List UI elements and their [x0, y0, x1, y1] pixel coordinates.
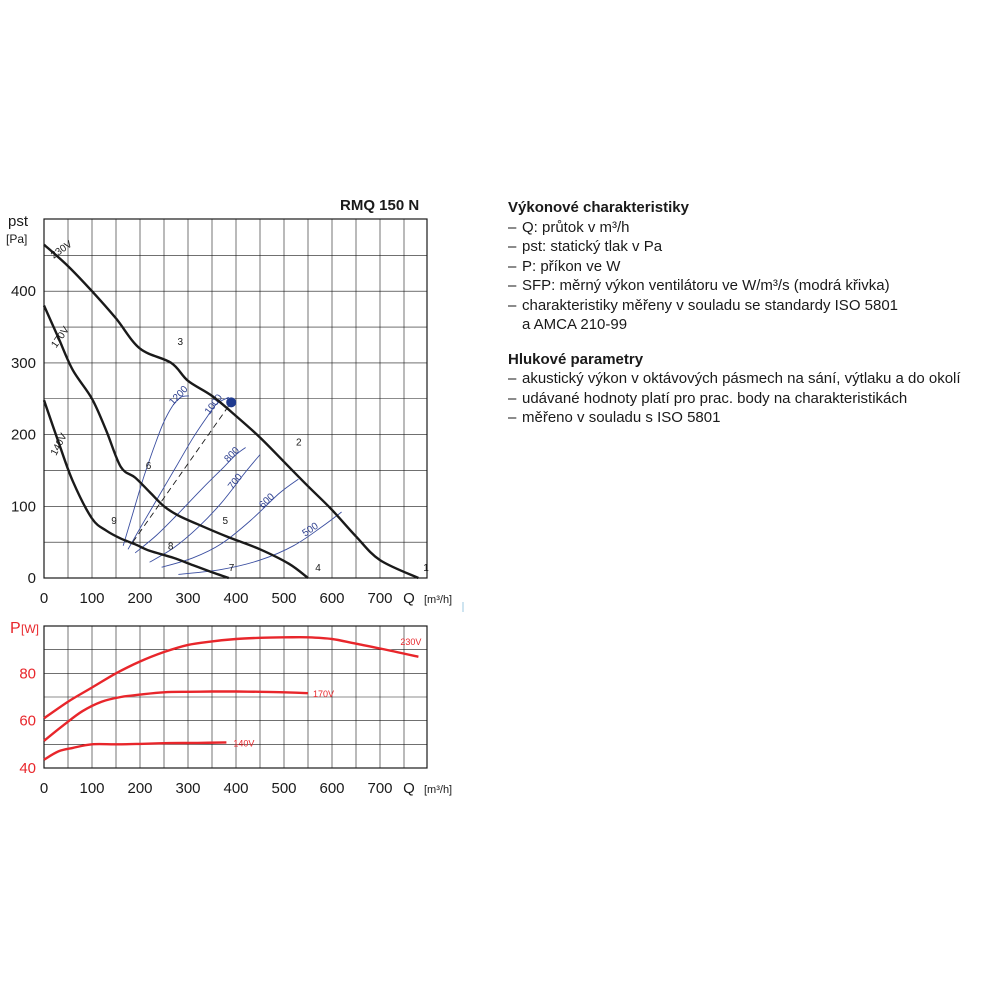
- x-axis-unit: [m³/h]: [424, 594, 452, 606]
- noise-legend: Hlukové parametry – akustický výkon v okt…: [508, 350, 988, 428]
- power-curve-140v: [43, 741, 227, 761]
- power-curve-170v: [43, 690, 309, 742]
- pressure-chart: 0 100 200 300 400 500 600 700 0 100 200 300 400 Q [m³/…: [6, 213, 452, 607]
- legend-item: – měřeno v souladu s ISO 5801: [508, 409, 721, 426]
- sfp-curve: [149, 454, 261, 563]
- x-tick-label: 700: [367, 780, 392, 797]
- x-tick-label: 400: [223, 780, 248, 797]
- sfp-label: 500: [301, 521, 321, 540]
- fan-curve-170v: [42, 305, 309, 579]
- fan-curve-230v: [43, 243, 419, 580]
- sfp-curve: [127, 396, 230, 550]
- x-tick-label: 600: [319, 590, 344, 607]
- power-curve-label: 170V: [313, 689, 334, 699]
- legend-item-continuation: a AMCA 210-99: [508, 315, 988, 335]
- y-tick-label: 400: [11, 283, 36, 300]
- x-tick-label: 100: [79, 780, 104, 797]
- operating-point-guide: [132, 402, 232, 543]
- legend-item: – Q: průtok v m³/h: [508, 218, 630, 236]
- sfp-curve: [161, 478, 299, 568]
- performance-legend-list: – Q: průtok v m³/h – pst: statický tlak v …: [508, 218, 988, 335]
- x-tick-label: 700: [367, 590, 392, 607]
- point-label: 8: [168, 541, 174, 552]
- legend-item: – SFP: měrný výkon ventilátoru ve W/m³/s …: [508, 277, 890, 294]
- legend-panel: Výkonové charakteristiky – Q: průtok v m³…: [508, 198, 988, 443]
- x-tick-label: 100: [79, 590, 104, 607]
- legend-item-text: a AMCA 210-99: [522, 316, 628, 333]
- fan-curve-label: 230V: [49, 239, 75, 262]
- point-label: 5: [223, 516, 229, 527]
- x-tick-label: 300: [175, 780, 200, 797]
- legend-item-text: Q: průtok v m³/h: [522, 218, 630, 236]
- power-curve-230v: [43, 636, 419, 720]
- noise-legend-title: Hlukové parametry: [508, 350, 644, 368]
- legend-item: – pst: statický tlak v Pa: [508, 238, 663, 255]
- performance-legend: Výkonové charakteristiky – Q: průtok v m³…: [508, 198, 988, 335]
- plot-frame: [43, 625, 428, 769]
- y-tick-label: 60: [19, 713, 36, 730]
- y-axis-unit: [W]: [21, 622, 39, 636]
- fan-curve-label: 170V: [49, 325, 72, 351]
- x-tick-label: 0: [40, 590, 48, 607]
- x-tick-label: 200: [127, 590, 152, 607]
- y-axis-label: pst: [8, 213, 29, 230]
- x-tick-label: 600: [319, 780, 344, 797]
- legend-item: – udávané hodnoty platí pro prac. body na…: [508, 389, 908, 407]
- x-tick-label: 500: [271, 590, 296, 607]
- sfp-label: 800: [222, 445, 242, 465]
- x-tick-label: 300: [175, 590, 200, 607]
- point-label: 3: [177, 337, 183, 348]
- point-label: 9: [111, 516, 117, 527]
- power-curve-label: 140V: [233, 738, 254, 748]
- x-axis-unit: [m³/h]: [424, 784, 452, 796]
- power-curve-label: 230V: [400, 637, 421, 647]
- y-tick-label: 200: [11, 427, 36, 444]
- legend-item-text: akustický výkon v oktávových pásmech na …: [522, 370, 961, 387]
- y-tick-label: 40: [19, 760, 36, 777]
- point-label: 4: [315, 563, 321, 574]
- x-axis-label: Q: [403, 780, 415, 797]
- point-label: 1: [423, 563, 429, 574]
- legend-item-text: charakteristiky měřeny v souladu se stan…: [522, 296, 899, 314]
- x-tick-label: 200: [127, 780, 152, 797]
- y-tick-label: 80: [19, 665, 36, 682]
- point-label: 2: [296, 437, 302, 448]
- legend-item: – P: příkon ve W: [508, 257, 621, 275]
- legend-item-text: P: příkon ve W: [522, 257, 621, 275]
- legend-item-text: pst: statický tlak v Pa: [522, 238, 663, 255]
- fan-curve-140v: [42, 399, 230, 580]
- y-axis-unit: [Pa]: [6, 232, 27, 246]
- legend-item-text: SFP: měrný výkon ventilátoru ve W/m³/s (…: [522, 277, 890, 294]
- plot-frame: [43, 218, 428, 579]
- x-axis-label: Q: [403, 590, 415, 607]
- power-chart: 0 100 200 300 400 500 600 700 40 60 80 Q [m³/h] P [W] 2…: [10, 620, 452, 797]
- y-tick-label: 100: [11, 498, 36, 515]
- legend-item: – charakteristiky měřeny v souladu se sta…: [508, 296, 899, 314]
- noise-legend-list: – akustický výkon v oktávových pásmech na…: [508, 369, 988, 428]
- y-tick-label: 300: [11, 355, 36, 372]
- operating-point-marker: [226, 397, 237, 408]
- x-tick-label: 400: [223, 590, 248, 607]
- legend-item-text: měřeno v souladu s ISO 5801: [522, 409, 721, 426]
- y-axis-label: P: [10, 620, 21, 637]
- point-label: 6: [146, 461, 152, 472]
- performance-legend-title: Výkonové charakteristiky: [508, 199, 689, 216]
- x-tick-label: 500: [271, 780, 296, 797]
- chart-title: RMQ 150 N: [340, 197, 419, 214]
- fan-curve-label: 140V: [49, 431, 70, 457]
- sfp-curve: [122, 395, 190, 546]
- legend-item: – akustický výkon v oktávových pásmech na…: [508, 370, 961, 387]
- x-tick-label: 0: [40, 780, 48, 797]
- legend-item-text: udávané hodnoty platí pro prac. body na …: [522, 389, 908, 407]
- sfp-label: 700: [226, 471, 245, 491]
- sfp-curve: [178, 511, 342, 575]
- y-tick-label: 0: [28, 570, 36, 587]
- sfp-curve: [134, 447, 246, 554]
- point-label: 7: [229, 563, 235, 574]
